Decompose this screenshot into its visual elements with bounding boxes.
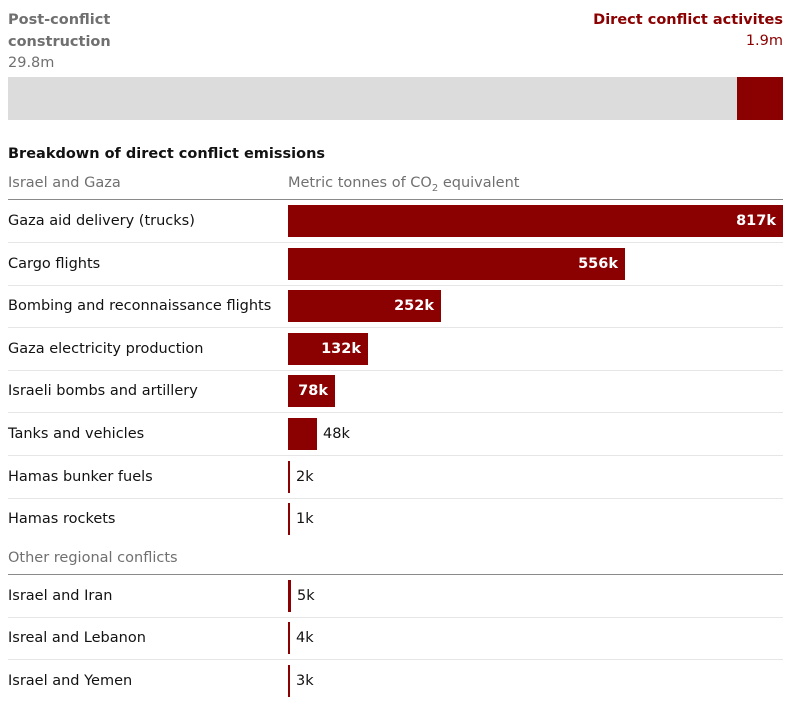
x-axis-label-subscript: 2 [431,182,439,194]
bar-row: Cargo flights 556k [8,243,783,286]
bar [288,622,290,654]
row-divider [8,412,783,413]
bar-value-label: 132k [321,341,361,357]
bar-category-label: Israel and Iran [8,588,113,604]
bar [288,248,625,280]
bar-value-label: 48k [323,426,350,442]
direct-conflict-value: 1.9m [745,33,783,49]
group-divider [8,199,783,200]
bar-value-label: 2k [296,469,314,485]
bar [288,418,317,450]
bar-value-label: 3k [296,673,314,689]
emissions-split-bar [8,77,783,120]
bar-value-label: 817k [736,213,776,229]
bar-row: Isreal and Lebanon 4k [8,617,783,660]
bar-row: Gaza electricity production 132k [8,328,783,371]
bar-row: Hamas bunker fuels 2k [8,456,783,499]
bar [288,503,290,535]
bar [288,580,291,612]
bar-category-label: Hamas rockets [8,511,116,527]
bar-value-label: 252k [394,298,434,314]
row-divider [8,498,783,499]
bar-row: Bombing and reconnaissance flights 252k [8,285,783,328]
bar-category-label: Israel and Yemen [8,673,133,689]
bar [288,290,441,322]
bar-category-label: Hamas bunker fuels [8,469,153,485]
bar-category-label: Tanks and vehicles [8,426,145,442]
chart-title: Breakdown of direct conflict emissions [8,146,326,162]
construction-label: Post-conflict construction [8,12,111,50]
bar-value-label: 78k [298,383,328,399]
row-divider [8,455,783,456]
bar-category-label: Isreal and Lebanon [8,630,146,646]
bar-value-label: 1k [296,511,314,527]
bar-value-label: 5k [297,588,315,604]
bar-category-label: Gaza electricity production [8,341,204,357]
bar-row: Gaza aid delivery (trucks) 817k [8,200,783,243]
bar [288,333,368,365]
x-axis-label: Metric tonnes of CO2 equivalent [288,173,519,199]
bar-category-label: Gaza aid delivery (trucks) [8,213,195,229]
row-divider [8,327,783,328]
group-divider [8,573,783,575]
bar-row: Israel and Yemen 3k [8,660,783,703]
row-divider [8,659,783,660]
bar [288,461,290,493]
direct-conflict-segment [737,77,783,120]
bar-value-label: 4k [296,630,314,646]
bar-row: Israeli bombs and artillery 78k [8,370,783,413]
bar-category-label: Cargo flights [8,256,101,272]
x-axis-label-text: Metric tonnes of CO [288,175,432,191]
group-header: Israel and Gaza [8,175,121,191]
bar-row: Hamas rockets 1k [8,498,783,541]
bar [288,665,290,697]
construction-legend: Post-conflict construction 29.8m [8,9,208,73]
row-divider [8,242,783,243]
bar-row: Israel and Iran 5k [8,575,783,618]
bar-row: Tanks and vehicles 48k [8,413,783,456]
direct-conflict-label: Direct conflict activites [593,12,783,28]
row-divider [8,285,783,286]
construction-value: 29.8m [8,55,55,71]
row-divider [8,617,783,618]
x-axis-label-suffix: equivalent [438,175,520,191]
direct-conflict-legend: Direct conflict activites 1.9m [583,9,783,51]
row-divider [8,370,783,371]
group-header: Other regional conflicts [8,549,178,566]
bar [288,205,783,237]
bar-value-label: 556k [578,256,618,272]
bar [288,375,335,407]
bar-category-label: Bombing and reconnaissance flights [8,298,272,314]
bar-category-label: Israeli bombs and artillery [8,383,198,399]
